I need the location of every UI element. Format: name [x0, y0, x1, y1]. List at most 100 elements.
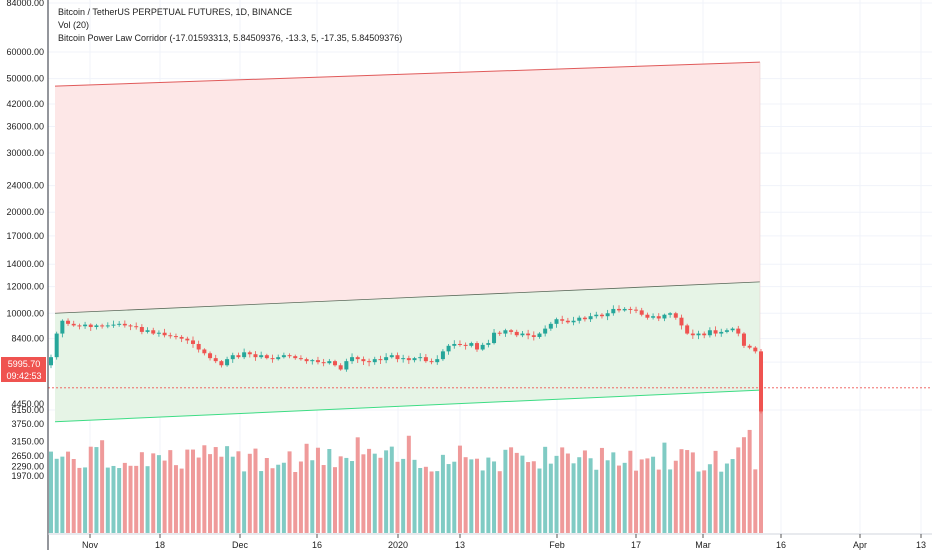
candle-body: [208, 353, 213, 359]
volume-bar: [202, 445, 207, 533]
volume-bar: [389, 446, 394, 533]
price-tick-label: 84000.00: [6, 0, 44, 8]
candle-body: [497, 332, 502, 334]
volume-bar: [588, 458, 593, 533]
volume-bar: [531, 461, 536, 533]
volume-bar: [264, 457, 269, 533]
volume-bar: [520, 455, 525, 533]
volume-bars: [49, 399, 763, 533]
time-tick-label: Apr: [853, 540, 867, 550]
volume-bar: [622, 462, 627, 533]
price-badge-value: 5995.70: [8, 359, 41, 369]
volume-bar: [298, 461, 303, 533]
volume-bar: [514, 452, 519, 533]
volume-bar: [395, 461, 400, 533]
candle-body: [327, 361, 332, 364]
volume-bar: [105, 467, 110, 533]
volume-bar: [696, 471, 701, 533]
candle-body: [514, 331, 519, 336]
volume-bar: [179, 468, 184, 533]
volume-bar: [219, 456, 224, 533]
volume-bar: [173, 465, 178, 533]
volume-bar: [673, 460, 678, 533]
candle-body: [134, 326, 139, 328]
volume-bar: [435, 471, 440, 533]
time-tick-label: 13: [455, 540, 465, 550]
volume-bar: [344, 457, 349, 533]
price-tick-label: 24000.00: [6, 181, 44, 191]
candle-body: [77, 325, 82, 327]
volume-bar: [497, 471, 502, 533]
candle-body: [747, 345, 752, 348]
candle-body: [452, 343, 457, 346]
volume-tick-label: 4450.00: [11, 399, 44, 409]
candle-body: [389, 355, 394, 358]
volume-bar: [423, 466, 428, 533]
time-tick-label: 16: [776, 540, 786, 550]
volume-bar: [208, 454, 213, 533]
price-tick-label: 36000.00: [6, 122, 44, 132]
candle-body: [662, 314, 667, 319]
volume-bar: [321, 465, 326, 533]
volume-bar: [128, 465, 133, 533]
volume-bar: [60, 456, 65, 533]
volume-bar: [304, 443, 309, 533]
candle-body: [759, 351, 763, 412]
time-axis[interactable]: Nov 18 Dec 16 2020 13 Feb 17 Mar 16 Apr 13: [48, 533, 932, 550]
volume-bar: [338, 456, 343, 533]
volume-bar: [719, 471, 724, 533]
volume-indicator-label[interactable]: Vol (20): [58, 20, 90, 30]
candle-body: [668, 313, 673, 315]
volume-bar: [401, 458, 406, 533]
candle-body: [429, 361, 434, 363]
volume-bar: [702, 470, 707, 533]
candle-body: [537, 333, 542, 337]
candle-body: [168, 335, 173, 337]
power-law-indicator-label[interactable]: Bitcoin Power Law Corridor (-17.01593313…: [58, 33, 403, 43]
candle-body: [611, 308, 616, 314]
candle-body: [463, 344, 468, 346]
candle-body: [100, 325, 105, 327]
volume-bar: [645, 458, 650, 533]
volume-tick-label: 1970.00: [11, 471, 44, 481]
candle-body: [293, 356, 298, 359]
candle-body: [259, 355, 264, 358]
candle-body: [128, 325, 133, 327]
candle-body: [117, 323, 122, 325]
middle-band-line: [54, 281, 761, 314]
candle-body: [151, 330, 156, 334]
volume-bar: [151, 453, 156, 533]
candle-body: [372, 359, 377, 363]
volume-bar: [327, 449, 332, 533]
volume-tick-label: 2290.00: [11, 462, 44, 472]
price-tick-label: 12000.00: [6, 282, 44, 292]
time-tick-label: Mar: [695, 540, 711, 550]
candle-body: [191, 340, 195, 344]
price-axis[interactable]: 84000.00 60000.00 50000.00 42000.00 36000.00…: [6, 0, 49, 550]
candle-body: [503, 330, 508, 334]
symbol-title[interactable]: Bitcoin / TetherUS PERPETUAL FUTURES, 1D…: [58, 7, 293, 17]
volume-bar: [753, 469, 758, 533]
chart-legend: Bitcoin / TetherUS PERPETUAL FUTURES, 1D…: [58, 6, 402, 45]
volume-bar: [480, 470, 485, 533]
candle-body: [253, 354, 258, 358]
volume-bar: [469, 459, 474, 533]
candle-body: [406, 358, 411, 361]
volume-bar: [350, 461, 355, 533]
candle-body: [264, 355, 269, 359]
volume-bar: [156, 455, 161, 533]
candle-body: [54, 333, 59, 358]
volume-bar: [429, 471, 434, 533]
candle-body: [304, 359, 309, 362]
candle-body: [230, 355, 235, 360]
candle-body: [736, 328, 741, 334]
volume-bar: [599, 447, 604, 533]
volume-bar: [634, 470, 639, 533]
price-tick-label: 14000.00: [6, 259, 44, 269]
price-badge: 5995.70 09:42:53: [1, 357, 46, 382]
candle-body: [338, 365, 343, 370]
candle-body: [298, 358, 303, 360]
candle-body: [287, 355, 292, 357]
